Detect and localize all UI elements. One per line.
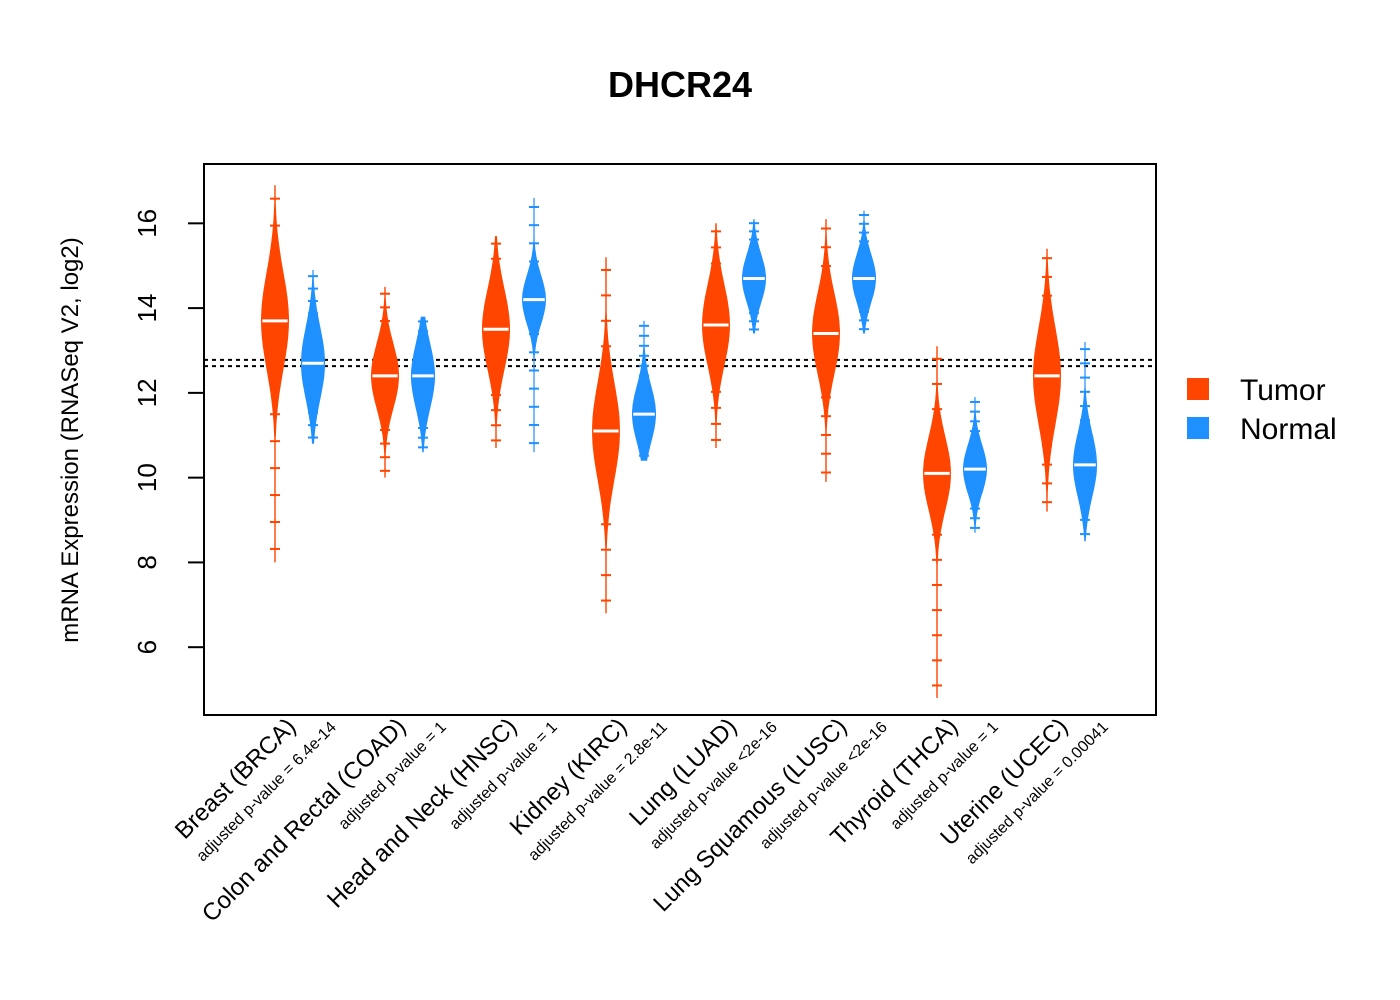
- normal-violin-body: [963, 397, 987, 533]
- y-axis: 6 8 10 12 14 16: [132, 209, 205, 654]
- y-tick-label: 12: [132, 378, 162, 407]
- tumor-violin-body: [371, 286, 399, 478]
- normal-violin-body: [852, 210, 876, 334]
- y-tick-label: 14: [132, 294, 162, 323]
- reference-lines: [204, 358, 1156, 368]
- category-group: [592, 257, 656, 614]
- legend: Tumor Normal: [1187, 374, 1337, 446]
- tumor-violin-body: [923, 346, 951, 698]
- normal-violin-body: [411, 316, 435, 453]
- tumor-violin-body: [1033, 248, 1061, 512]
- normal-violin-body: [632, 320, 656, 461]
- chart-title: DHCR24: [608, 64, 752, 105]
- category-group: [371, 286, 435, 478]
- legend-label: Normal: [1240, 413, 1337, 446]
- violins: [261, 185, 1097, 698]
- category-group: [702, 219, 766, 448]
- y-axis-label: mRNA Expression (RNASeq V2, log2): [57, 237, 84, 643]
- tumor-violin-body: [702, 223, 730, 448]
- category-group: [261, 185, 325, 563]
- legend-swatch: [1187, 417, 1209, 439]
- legend-label: Tumor: [1240, 374, 1326, 407]
- y-tick-label: 16: [132, 209, 162, 238]
- tumor-violin-body: [812, 219, 840, 482]
- normal-violin-body: [1073, 342, 1097, 542]
- y-tick-label: 8: [132, 555, 162, 569]
- category-group: [812, 210, 876, 482]
- category-group: [482, 197, 546, 453]
- legend-swatch: [1187, 378, 1209, 400]
- normal-violin-body: [522, 197, 546, 453]
- y-tick-label: 6: [132, 640, 162, 654]
- normal-violin-body: [301, 270, 325, 444]
- category-group: [1033, 248, 1097, 542]
- tumor-violin-body: [261, 185, 289, 563]
- x-axis-labels: Breast (BRCA)adjusted p-value = 6.4e-14C…: [170, 713, 1112, 927]
- category-group: [923, 346, 987, 698]
- tumor-violin-body: [592, 257, 620, 614]
- tumor-violin-body: [482, 236, 510, 448]
- plot-frame: [203, 163, 1157, 716]
- y-tick-label: 10: [132, 463, 162, 492]
- normal-violin-body: [742, 219, 766, 334]
